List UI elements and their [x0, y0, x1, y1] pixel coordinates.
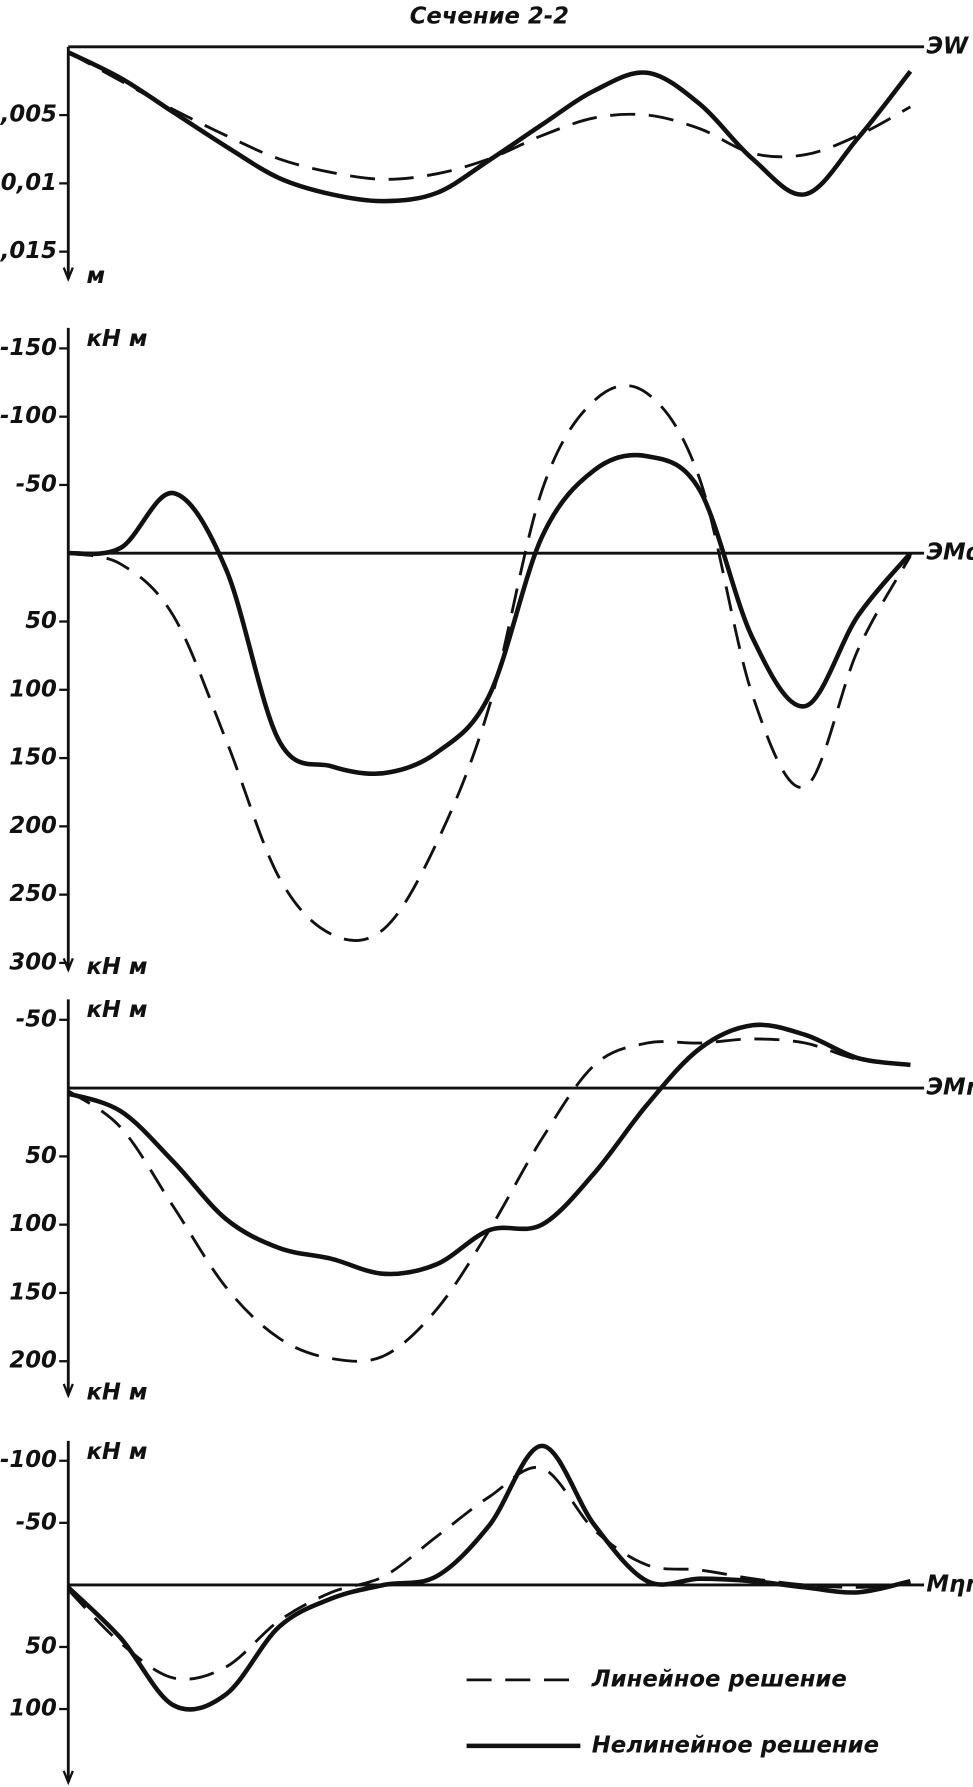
unit-label: кН м: [86, 326, 147, 352]
y-tick-label: -50: [16, 1509, 57, 1535]
axis-arrow: [62, 1770, 74, 1786]
legend-label: Нелинейное решение: [592, 1732, 879, 1758]
series-line: [67, 1022, 911, 1277]
y-tick-label: -100: [0, 1447, 57, 1473]
y-tick-label: -50: [16, 471, 57, 497]
y-tick-label: -150: [0, 335, 57, 361]
y-tick-label: 200: [9, 1348, 57, 1374]
y-tick-label: 0,005: [0, 102, 57, 128]
unit-label: м: [86, 263, 105, 289]
y-tick-label: 50: [25, 1143, 57, 1169]
y-tick-label: 0,01: [1, 170, 57, 196]
y-tick-label: 0,015: [0, 238, 57, 264]
legend-label: Линейное решение: [591, 1666, 847, 1692]
unit-label: кН м: [86, 997, 147, 1023]
y-tick-label: -50: [16, 1006, 57, 1032]
panel-label: ЭW: [926, 33, 969, 59]
y-tick-label: 150: [9, 745, 57, 771]
series-line: [67, 51, 912, 181]
y-tick-label: 300: [9, 949, 57, 975]
y-tick-label: 100: [9, 1211, 57, 1237]
series-line: [66, 1443, 911, 1712]
y-tick-label: 150: [9, 1279, 57, 1305]
unit-label: кН м: [86, 954, 147, 980]
y-tick-label: 100: [9, 1696, 57, 1722]
chart-title: Сечение 2-2: [410, 4, 569, 30]
series-line: [67, 384, 912, 942]
y-tick-label: -100: [0, 403, 57, 429]
y-tick-label: 200: [9, 813, 57, 839]
y-tick-label: 100: [9, 676, 57, 702]
unit-label: кН м: [86, 1439, 147, 1465]
series-line: [67, 1037, 911, 1363]
panel-label: ЭMα: [926, 540, 973, 566]
y-tick-label: 250: [9, 881, 57, 907]
axis-arrow: [62, 267, 74, 283]
y-tick-label: 50: [25, 1633, 57, 1659]
series-line: [67, 50, 913, 204]
panel-label: ЭMη: [926, 1075, 973, 1101]
y-tick-label: 50: [25, 608, 57, 634]
axis-arrow: [62, 1383, 74, 1399]
panel-label: Mηη: [926, 1571, 973, 1597]
series-line: [67, 1465, 911, 1681]
series-line: [68, 452, 913, 777]
unit-label: кН м: [86, 1380, 147, 1406]
